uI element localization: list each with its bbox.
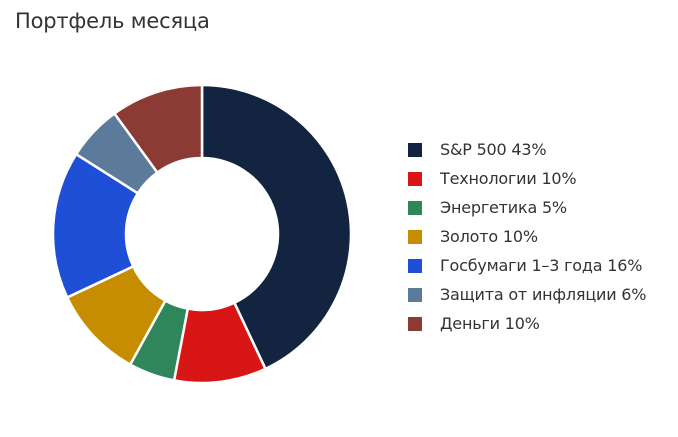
legend-swatch xyxy=(408,200,422,215)
legend-swatch xyxy=(408,258,422,273)
legend-item-7: Деньги 10% xyxy=(408,309,646,338)
legend-swatch xyxy=(408,316,422,331)
legend-swatch xyxy=(408,142,422,157)
legend-label: Госбумаги 1–3 года 16% xyxy=(440,256,643,275)
legend-item-1: S&P 500 43% xyxy=(408,135,646,164)
legend-label: Энергетика 5% xyxy=(440,198,567,217)
legend-label: Золото 10% xyxy=(440,227,538,246)
donut-slice-1 xyxy=(200,83,353,371)
legend-swatch xyxy=(408,287,422,302)
legend-item-3: Энергетика 5% xyxy=(408,193,646,222)
legend-swatch xyxy=(408,171,422,186)
legend-item-2: Технологии 10% xyxy=(408,164,646,193)
legend-label: S&P 500 43% xyxy=(440,140,547,159)
donut-slice-7 xyxy=(113,83,204,174)
legend-label: Защита от инфляции 6% xyxy=(440,285,647,304)
legend-item-6: Защита от инфляции 6% xyxy=(408,280,646,309)
chart-legend: S&P 500 43% Технологии 10% Энергетика 5% Зо… xyxy=(408,135,646,338)
chart-title: Портфель месяца xyxy=(15,9,210,33)
legend-label: Технологии 10% xyxy=(440,169,577,188)
legend-item-4: Золото 10% xyxy=(408,222,646,251)
legend-label: Деньги 10% xyxy=(440,314,540,333)
legend-item-5: Госбумаги 1–3 года 16% xyxy=(408,251,646,280)
donut-slices xyxy=(51,83,353,385)
legend-swatch xyxy=(408,229,422,244)
